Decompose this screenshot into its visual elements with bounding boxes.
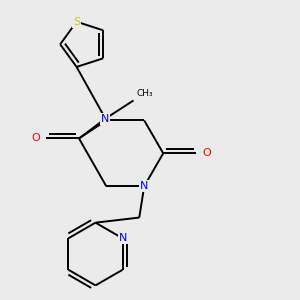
Text: O: O (31, 134, 40, 143)
Text: O: O (202, 148, 211, 158)
Text: N: N (101, 114, 110, 124)
Text: N: N (118, 233, 127, 243)
Text: CH₃: CH₃ (137, 89, 153, 98)
Text: N: N (140, 181, 148, 191)
Text: S: S (73, 17, 80, 27)
